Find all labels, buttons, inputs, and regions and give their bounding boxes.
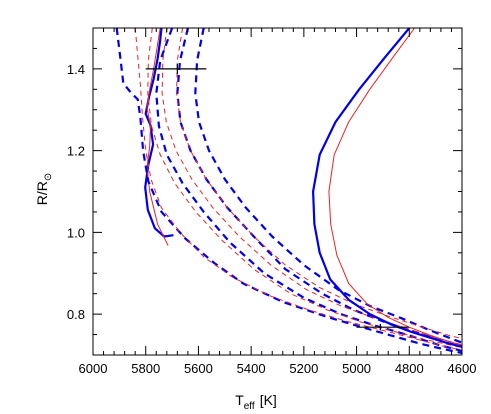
y-tick-labels: 0.8 1.0 1.2 1.4 [67,62,85,322]
series-line-11 [328,28,462,346]
y-tick-label: 1.0 [67,225,85,240]
x-tick-label: 5400 [237,361,266,376]
x-axis-label-main: T [235,392,244,408]
series-line-7 [147,28,462,349]
series-line-10 [312,28,462,348]
x-axis-label-unit: [K] [260,392,277,408]
axis-ticks [92,27,463,356]
y-axis-label: R/R⊙ [34,173,54,206]
x-tick-label: 5200 [289,361,318,376]
series-line-5 [194,28,462,344]
series-line-6 [134,28,462,351]
x-tick-label: 6000 [79,361,108,376]
series-line-9 [176,28,462,340]
x-tick-label: 5000 [342,361,371,376]
series-line-1 [146,28,169,246]
plot-area [115,28,462,355]
error-bar-1 [356,323,410,331]
x-tick-label: 5800 [131,361,160,376]
series-line-2 [115,28,462,355]
y-axis-label-main: R/R [34,181,50,205]
y-tick-label: 1.4 [67,62,85,77]
x-axis-label-subscript: eff [244,401,255,412]
y-axis-label-sun: ⊙ [43,173,54,181]
series-line-3 [155,28,462,352]
series-line-0 [144,28,174,238]
x-tick-labels: 6000 5800 5600 5400 5200 5000 4800 4600 [79,361,477,376]
x-axis-label: Teff [K] [235,392,277,412]
error-bar-0 [145,63,207,75]
x-tick-label: 5600 [184,361,213,376]
series-line-8 [161,28,462,346]
y-tick-label: 1.2 [67,144,85,159]
y-tick-label: 0.8 [67,307,85,322]
series-line-4 [176,28,462,348]
plot-frame [92,27,463,356]
x-tick-label: 4600 [448,361,477,376]
x-tick-label: 4800 [395,361,424,376]
